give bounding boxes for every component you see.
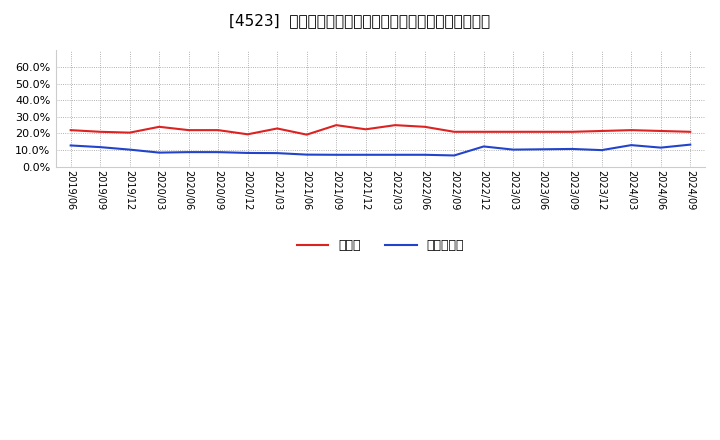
現預金 <box>627 128 636 133</box>
有利子負債 <box>332 152 341 158</box>
有利子負債 <box>480 144 488 149</box>
現預金 <box>184 128 193 133</box>
有利子負債 <box>450 153 459 158</box>
有利子負債 <box>568 147 577 152</box>
現預金 <box>686 129 695 135</box>
現預金 <box>66 128 75 133</box>
現預金 <box>361 127 370 132</box>
有利子負債 <box>243 150 252 156</box>
現預金 <box>598 128 606 134</box>
有利子負債 <box>66 143 75 148</box>
現預金 <box>539 129 547 135</box>
有利子負債 <box>657 145 665 150</box>
現預金 <box>480 129 488 135</box>
有利子負債 <box>539 147 547 152</box>
有利子負債 <box>686 142 695 147</box>
有利子負債 <box>96 144 104 150</box>
現預金 <box>391 122 400 128</box>
有利子負債 <box>214 150 222 155</box>
有利子負債 <box>391 152 400 158</box>
Line: 現預金: 現預金 <box>71 125 690 135</box>
Legend: 現預金, 有利子負債: 現預金, 有利子負債 <box>292 234 469 257</box>
有利子負債 <box>155 150 163 155</box>
現預金 <box>155 124 163 129</box>
現預金 <box>125 130 134 135</box>
有利子負債 <box>509 147 518 152</box>
現預金 <box>302 132 311 137</box>
現預金 <box>420 124 429 129</box>
有利子負債 <box>302 152 311 157</box>
Line: 有利子負債: 有利子負債 <box>71 145 690 155</box>
現預金 <box>332 122 341 128</box>
現預金 <box>509 129 518 135</box>
現預金 <box>96 129 104 135</box>
現預金 <box>243 132 252 137</box>
有利子負債 <box>627 143 636 148</box>
現預金 <box>214 128 222 133</box>
現預金 <box>657 128 665 134</box>
有利子負債 <box>273 150 282 156</box>
現預金 <box>568 129 577 135</box>
有利子負債 <box>420 152 429 158</box>
有利子負債 <box>125 147 134 152</box>
有利子負債 <box>361 152 370 158</box>
有利子負債 <box>598 147 606 153</box>
現預金 <box>273 126 282 131</box>
Text: [4523]  現預金、有利子負債の総資産に対する比率の推移: [4523] 現預金、有利子負債の総資産に対する比率の推移 <box>230 13 490 28</box>
有利子負債 <box>184 150 193 155</box>
現預金 <box>450 129 459 135</box>
